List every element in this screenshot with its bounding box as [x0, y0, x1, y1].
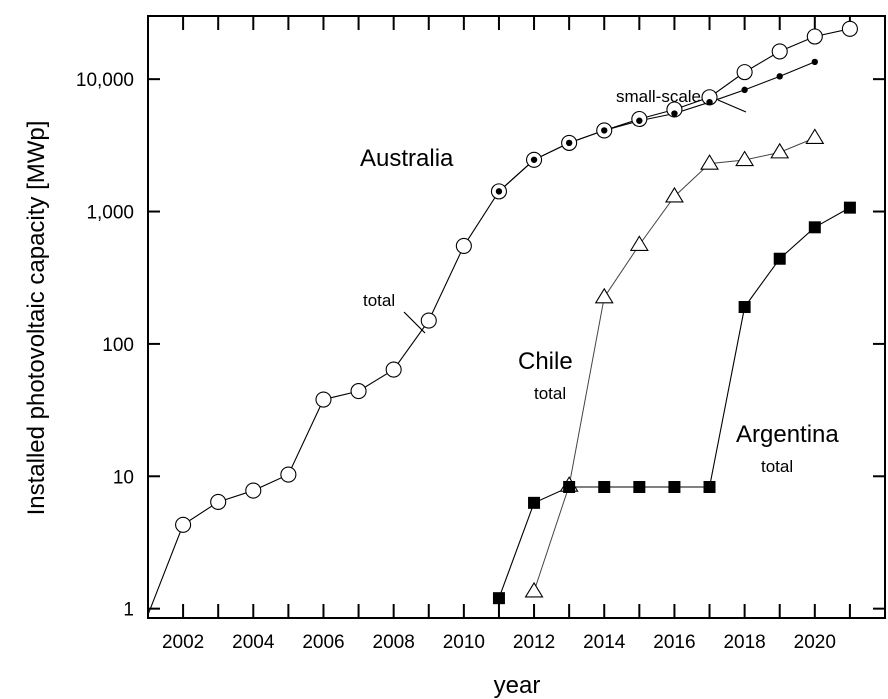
marker-australia-small-scale	[636, 117, 643, 124]
marker-argentina-total	[703, 480, 716, 493]
marker-australia-total	[245, 482, 262, 499]
x-tick-label: 2012	[513, 632, 555, 653]
annotation-australia: Australia	[360, 145, 454, 172]
x-axis-ticks: 2002 2004 2006 2008 2010 2012 2014 2016 2018 2020	[162, 16, 851, 653]
marker-australia-small-scale	[811, 58, 819, 66]
marker-argentina-total	[668, 480, 681, 493]
annotation-layer: Australia small-scale total Chile total …	[360, 87, 839, 476]
series-layer	[147, 20, 858, 615]
y-tick-label: 1	[123, 600, 134, 621]
marker-australia-total	[806, 28, 823, 45]
marker-argentina-total	[738, 301, 751, 314]
y-tick-label: 10	[113, 467, 134, 488]
marker-australia-total	[280, 466, 297, 483]
marker-australia-small-scale	[530, 156, 538, 163]
marker-australia-total	[315, 391, 332, 408]
marker-australia-total	[385, 361, 402, 378]
x-tick-label: 2018	[723, 632, 765, 653]
x-tick-label: 2006	[302, 632, 344, 653]
callout-australia-total	[403, 311, 426, 334]
marker-australia-small-scale	[671, 110, 678, 117]
annotation-chile-total: total	[534, 384, 566, 403]
marker-australia-small-scale	[741, 86, 748, 94]
y-axis-title: Installed photovoltaic capacity [MWp]	[23, 121, 50, 516]
marker-argentina-total	[773, 252, 786, 265]
x-tick-label: 2020	[794, 632, 836, 653]
marker-australia-total	[175, 516, 192, 533]
plot-border	[147, 15, 886, 619]
marker-argentina-total	[843, 201, 856, 214]
marker-australia-total	[210, 493, 227, 510]
line-australia-total	[147, 28, 851, 615]
annotation-argentina-total: total	[761, 457, 793, 476]
line-chile-total	[533, 137, 815, 592]
annotation-argentina: Argentina	[736, 421, 839, 448]
marker-chile-total	[594, 287, 614, 304]
marker-australia-small-scale	[601, 127, 608, 134]
x-tick-label: 2010	[443, 632, 485, 653]
marker-australia-total	[350, 383, 367, 400]
marker-chile-total	[524, 581, 544, 598]
marker-australia-total	[771, 43, 788, 60]
x-tick-label: 2014	[583, 632, 626, 653]
plot-frame	[147, 15, 886, 619]
marker-australia-small-scale	[776, 73, 783, 80]
marker-australia-total	[420, 312, 437, 329]
y-axis-ticks: 1 10 100 1,000 10,000	[76, 70, 885, 621]
marker-argentina-total	[563, 480, 576, 493]
marker-australia-total	[841, 20, 858, 37]
marker-argentina-total	[492, 592, 505, 605]
x-tick-label: 2008	[373, 632, 415, 653]
marker-australia-total	[666, 101, 683, 118]
marker-australia-total	[455, 237, 472, 254]
y-tick-label: 1,000	[86, 203, 134, 224]
y-tick-label: 10,000	[76, 70, 134, 91]
marker-chile-total	[629, 235, 649, 251]
marker-argentina-total	[633, 480, 646, 493]
marker-chile-total	[700, 154, 720, 170]
marker-australia-small-scale	[565, 139, 573, 147]
line-australia-small-scale	[498, 61, 816, 192]
callout-small-scale	[717, 99, 747, 113]
x-axis-title: year	[494, 672, 541, 699]
marker-australia-small-scale	[495, 188, 503, 195]
y-tick-label: 100	[102, 335, 134, 356]
marker-argentina-total	[528, 496, 541, 509]
marker-australia-small-scale	[706, 98, 713, 106]
marker-chile-total	[735, 150, 755, 167]
annotation-small-scale: small-scale	[616, 87, 701, 106]
x-tick-label: 2016	[653, 632, 695, 653]
marker-chile-total	[805, 128, 825, 144]
marker-argentina-total	[598, 480, 611, 493]
marker-chile-total	[664, 186, 684, 203]
annotation-australia-total: total	[363, 291, 395, 310]
marker-australia-total	[736, 64, 753, 81]
x-tick-label: 2004	[232, 632, 275, 653]
annotation-chile: Chile	[518, 348, 573, 375]
marker-argentina-total	[808, 221, 821, 234]
x-tick-label: 2002	[162, 632, 204, 653]
marker-chile-total	[770, 142, 790, 159]
